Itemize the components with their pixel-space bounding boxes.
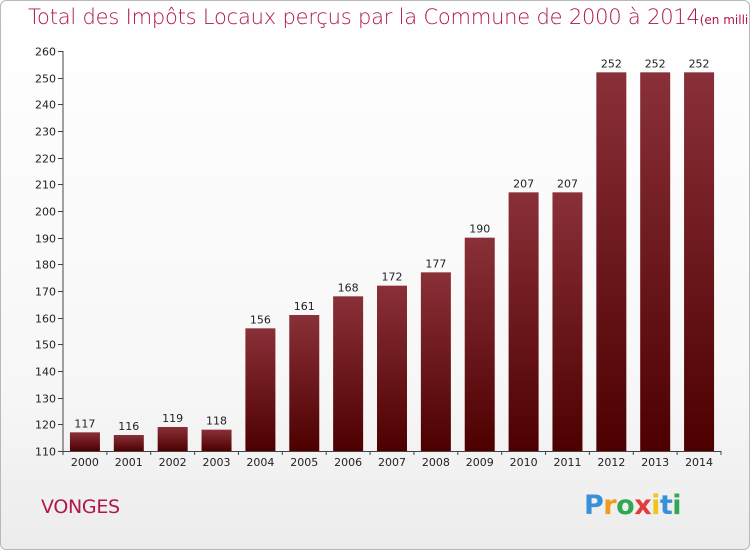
bar-value-label: 117 bbox=[74, 417, 95, 430]
x-tick-label: 2009 bbox=[466, 456, 494, 469]
y-tick-label: 200 bbox=[35, 206, 56, 219]
bar-value-label: 207 bbox=[513, 177, 534, 190]
bar bbox=[333, 296, 364, 451]
x-tick-label: 2010 bbox=[510, 456, 538, 469]
commune-name: VONGES bbox=[41, 496, 120, 518]
y-tick-label: 180 bbox=[35, 259, 56, 272]
x-tick-label: 2004 bbox=[246, 456, 274, 469]
bar-value-label: 252 bbox=[645, 57, 666, 70]
x-tick-label: 2005 bbox=[290, 456, 318, 469]
bar-value-label: 190 bbox=[469, 223, 490, 236]
bar bbox=[420, 272, 451, 451]
y-tick-label: 130 bbox=[35, 393, 56, 406]
proxiti-logo: Proxiti bbox=[584, 490, 682, 521]
bar-value-label: 119 bbox=[162, 412, 183, 425]
y-tick-label: 240 bbox=[35, 99, 56, 112]
bar-value-label: 177 bbox=[425, 257, 446, 270]
bar bbox=[552, 192, 583, 452]
bars bbox=[69, 72, 715, 452]
x-tick-label: 2001 bbox=[115, 456, 143, 469]
x-tick-label: 2008 bbox=[422, 456, 450, 469]
y-tick-label: 120 bbox=[35, 419, 56, 432]
x-tick-label: 2000 bbox=[71, 456, 99, 469]
logo-letter: o bbox=[616, 490, 635, 521]
bar bbox=[508, 192, 539, 452]
x-tick-label: 2006 bbox=[334, 456, 362, 469]
bar bbox=[377, 285, 407, 451]
bar bbox=[245, 328, 276, 451]
bar-value-label: 252 bbox=[601, 57, 622, 70]
y-tick-label: 220 bbox=[35, 153, 56, 166]
bar bbox=[684, 72, 715, 451]
x-tick-label: 2014 bbox=[685, 456, 713, 469]
logo-letter: i bbox=[672, 490, 682, 521]
bar-value-label: 168 bbox=[338, 281, 359, 294]
x-tick-label: 2007 bbox=[378, 456, 406, 469]
bar-value-label: 207 bbox=[557, 177, 578, 190]
bar bbox=[69, 432, 100, 451]
x-tick-label: 2012 bbox=[597, 456, 625, 469]
logo-letter: P bbox=[584, 490, 604, 521]
bar-value-label: 156 bbox=[250, 313, 271, 326]
bar-value-label: 161 bbox=[294, 300, 315, 313]
bar-value-label: 118 bbox=[206, 415, 227, 428]
bar-value-label: 252 bbox=[689, 57, 710, 70]
y-tick-label: 160 bbox=[35, 313, 56, 326]
y-tick-label: 260 bbox=[35, 46, 56, 59]
data-labels: 117 116 119 118 156 161 168 172 177 190 207 207 252 2… bbox=[74, 57, 709, 433]
bar bbox=[157, 427, 188, 451]
x-tick-label: 2011 bbox=[553, 456, 581, 469]
y-tick-label: 190 bbox=[35, 233, 56, 246]
y-tick-label: 140 bbox=[35, 366, 56, 379]
logo-letter: r bbox=[603, 490, 617, 521]
bar bbox=[464, 237, 495, 451]
bar-value-label: 172 bbox=[382, 271, 403, 284]
y-tick-label: 110 bbox=[35, 446, 56, 459]
x-tick-label: 2003 bbox=[203, 456, 231, 469]
chart-title: Total des Impôts Locaux perçus par la Co… bbox=[28, 5, 749, 29]
bar bbox=[289, 315, 320, 451]
y-tick-label: 170 bbox=[35, 286, 56, 299]
y-tick-label: 230 bbox=[35, 126, 56, 139]
x-tick-label: 2013 bbox=[641, 456, 669, 469]
logo-letter: i bbox=[651, 490, 660, 521]
y-tick-label: 250 bbox=[35, 73, 56, 86]
bar bbox=[640, 72, 671, 451]
bar bbox=[113, 435, 144, 451]
bar-value-label: 116 bbox=[118, 420, 139, 433]
y-tick-label: 150 bbox=[35, 339, 56, 352]
axes: 110 120 130 140 150 160 170 180 190 200 210 220 230 2… bbox=[35, 46, 722, 469]
chart-title-unit: (en milliers d'€) bbox=[699, 13, 749, 27]
logo-letter: t bbox=[659, 490, 673, 521]
y-tick-label: 210 bbox=[35, 179, 56, 192]
logo-letter: x bbox=[634, 490, 652, 521]
x-tick-label: 2002 bbox=[159, 456, 187, 469]
bar bbox=[201, 429, 232, 451]
chart-title-main: Total des Impôts Locaux perçus par la Co… bbox=[28, 5, 700, 29]
bar bbox=[596, 72, 627, 451]
